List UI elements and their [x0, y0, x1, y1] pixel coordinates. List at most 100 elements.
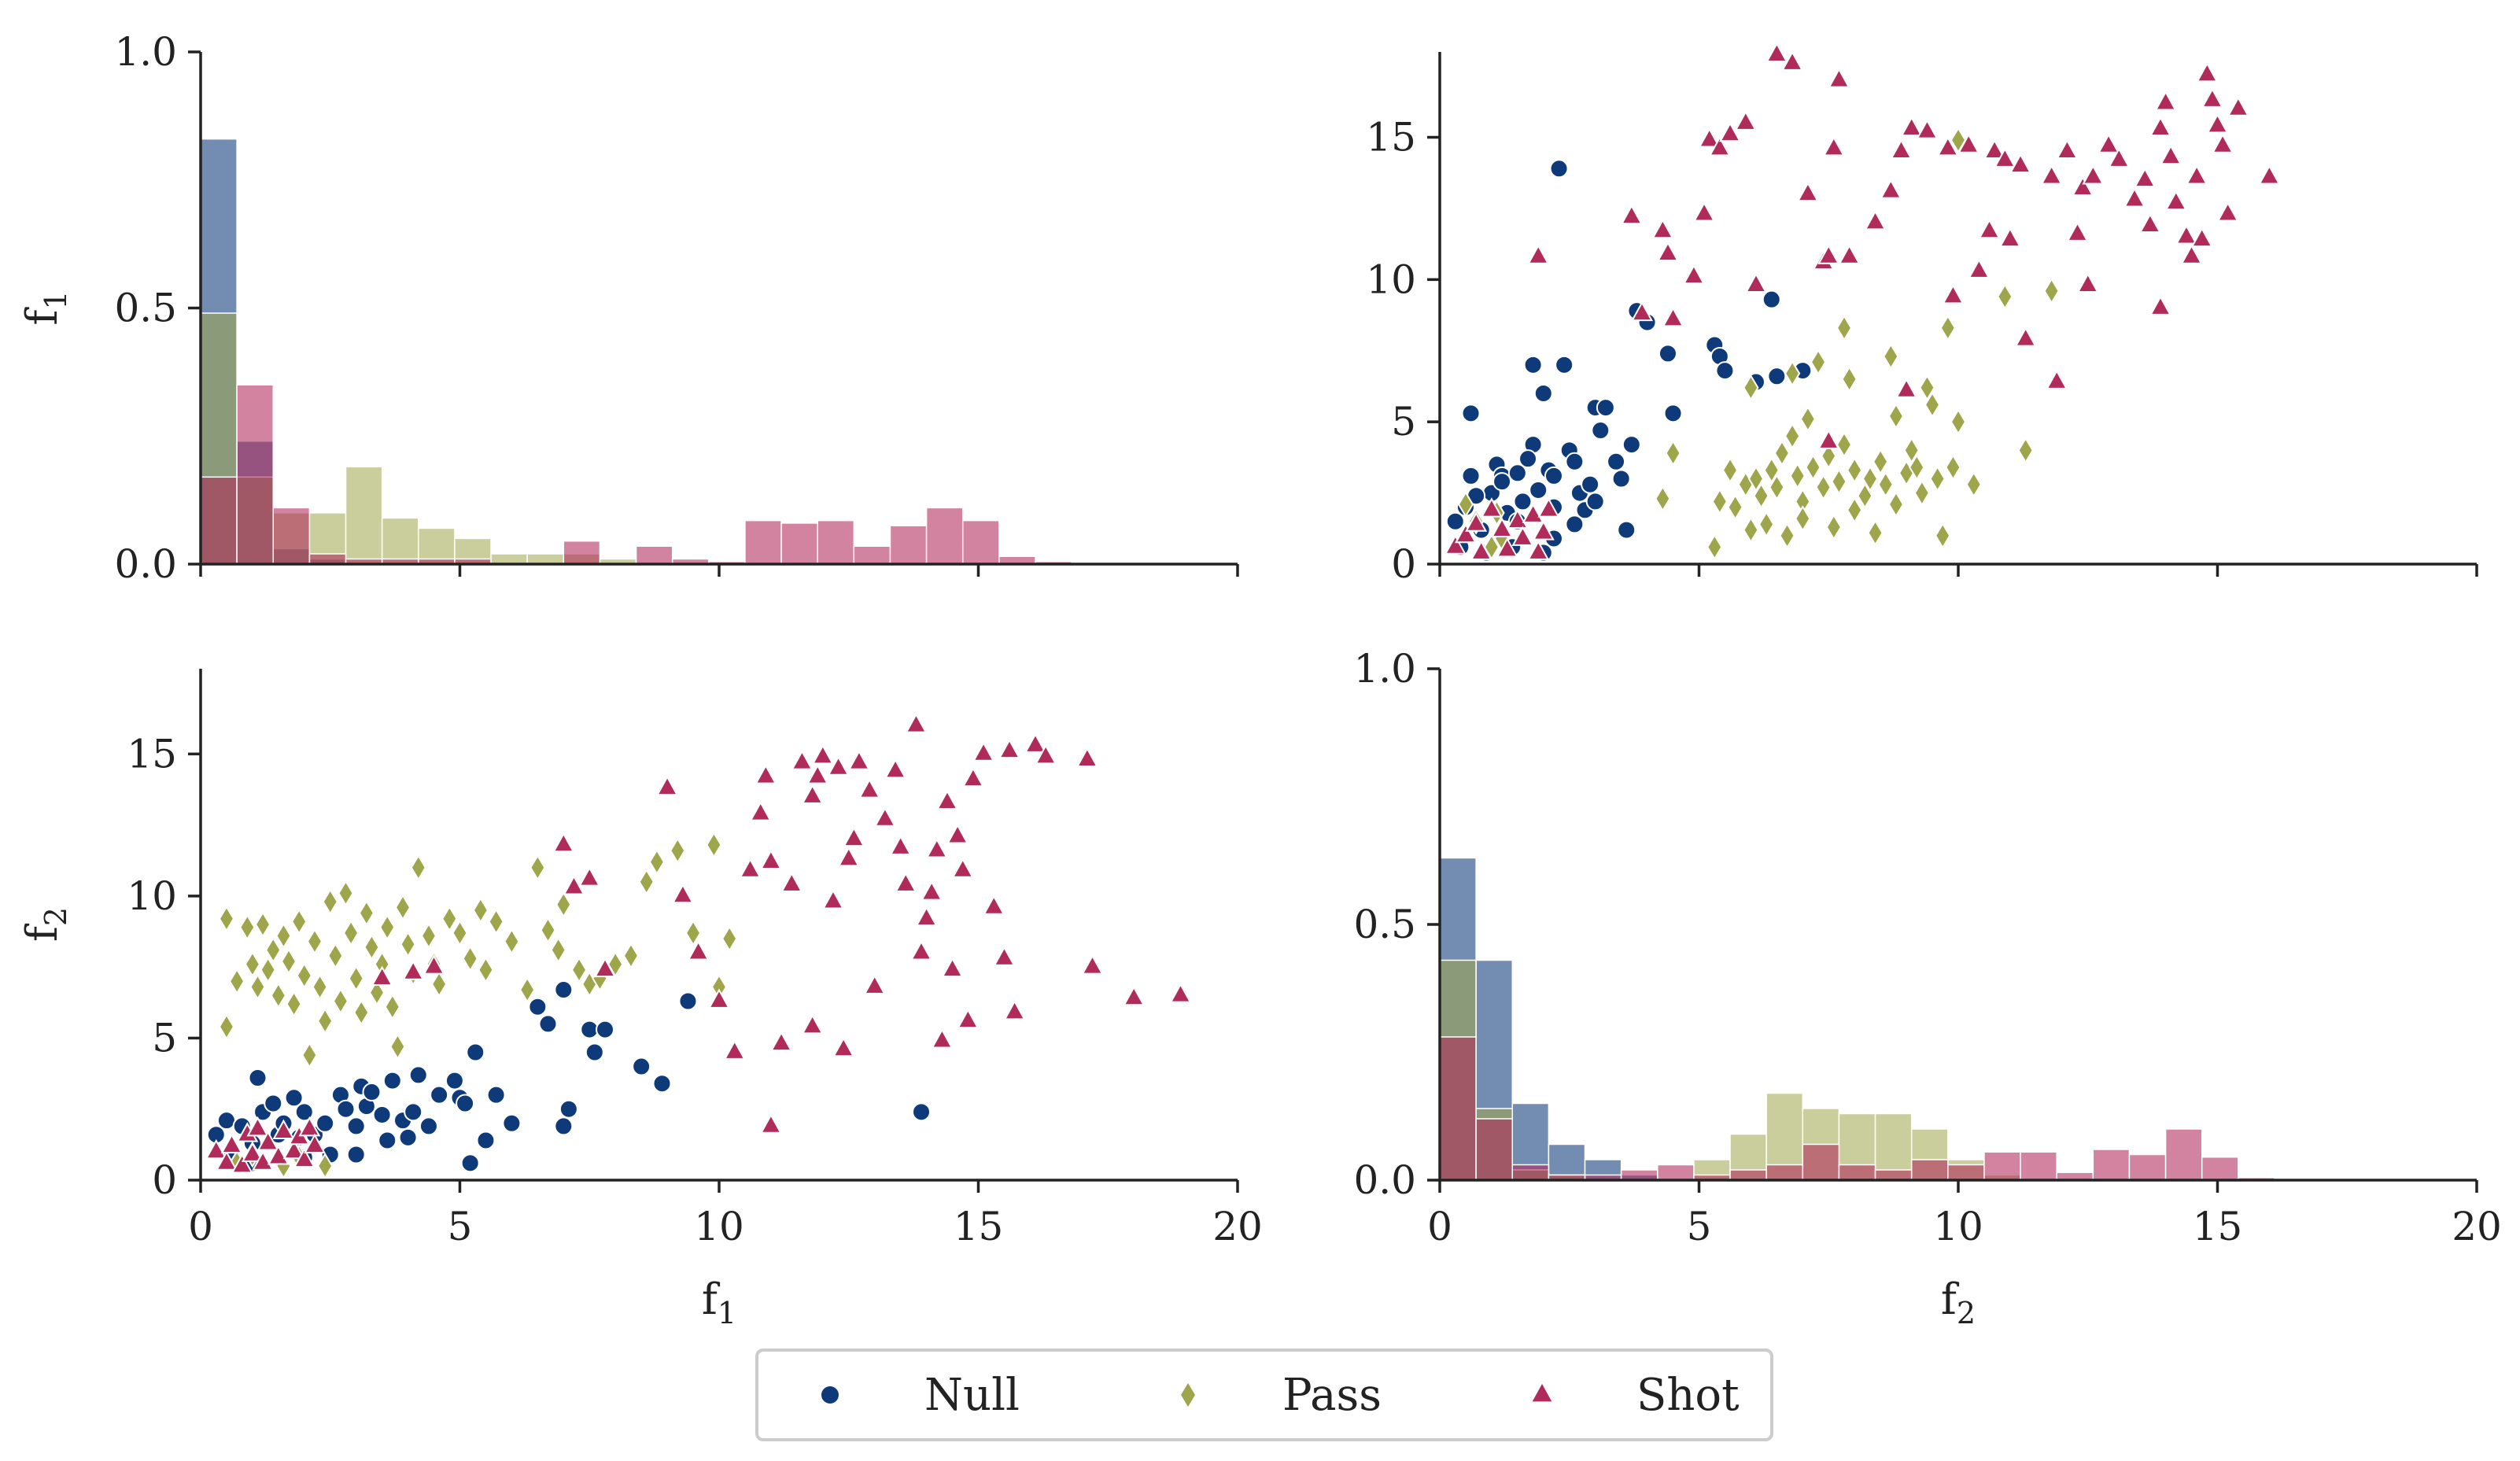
point-pass	[1805, 454, 1821, 481]
series-shot	[1444, 42, 2281, 560]
point-pass	[280, 948, 297, 975]
point-pass	[410, 854, 426, 881]
x-tick-label: 15	[2193, 1204, 2243, 1249]
point-null	[1544, 466, 1563, 485]
point-shot	[1656, 241, 1679, 262]
point-shot	[1817, 429, 1840, 449]
point-shot	[2014, 327, 2037, 347]
point-pass	[338, 880, 354, 907]
bar-shot	[925, 507, 964, 565]
point-shot	[2066, 221, 2089, 242]
point-shot	[563, 874, 585, 895]
point-shot	[1532, 520, 1555, 540]
point-null	[460, 1153, 480, 1173]
point-pass	[260, 956, 276, 983]
point-pass	[670, 837, 686, 865]
point-shot	[2175, 224, 2197, 245]
series-shot	[1439, 1036, 2275, 1181]
bar-shot	[1802, 1143, 1840, 1181]
bar-shot	[2092, 1149, 2131, 1181]
point-shot	[1895, 378, 1918, 398]
bar-pass	[381, 517, 419, 565]
point-shot	[1169, 983, 1192, 1003]
point-shot	[1744, 272, 1768, 293]
y-tick-label: 0.5	[114, 286, 177, 331]
point-shot	[2206, 113, 2229, 134]
point-shot	[282, 1138, 305, 1160]
point-pass	[648, 848, 666, 876]
point-shot	[749, 801, 772, 821]
point-pass	[1727, 493, 1743, 521]
bar-shot	[2128, 1153, 2167, 1181]
point-null	[294, 1102, 314, 1122]
x-tick-label: 5	[1687, 1204, 1712, 1249]
x-tick-label: 20	[2452, 1204, 2502, 1249]
point-null	[456, 1094, 475, 1113]
point-pass	[254, 911, 271, 938]
point-pass	[2043, 277, 2060, 304]
point-shot	[1682, 264, 1705, 285]
y-tick-label: 10	[1366, 256, 1416, 302]
point-pass	[1887, 491, 1905, 518]
point-pass	[301, 1042, 318, 1069]
point-pass	[306, 928, 323, 955]
point-pass	[1913, 479, 1931, 507]
panel-histogram-f1: 0.0 0.5 1.0 f1	[17, 29, 1239, 587]
point-pass	[504, 928, 520, 955]
point-pass	[1773, 440, 1791, 467]
y-tick-label: 1.0	[1353, 646, 1416, 692]
point-shot	[780, 872, 803, 892]
point-pass	[384, 993, 400, 1020]
y-axis-label: f1	[17, 290, 73, 325]
point-shot	[2216, 201, 2239, 222]
point-pass	[1924, 391, 1941, 419]
point-shot	[656, 775, 679, 796]
x-tick-label: 10	[1933, 1204, 1983, 1249]
point-shot	[951, 858, 974, 878]
point-pass	[540, 917, 556, 944]
point-shot	[1003, 999, 1026, 1020]
point-pass	[1655, 485, 1671, 512]
point-pass	[1747, 465, 1765, 493]
x-tick-label: 20	[1212, 1204, 1263, 1249]
point-pass	[1861, 465, 1879, 493]
point-null	[336, 1099, 356, 1119]
point-shot	[1880, 179, 1902, 199]
bar-shot	[1439, 1036, 1477, 1181]
point-pass	[327, 942, 344, 969]
point-null	[466, 1042, 485, 1062]
panel-scatter-top-right: 0 5 10 15	[1366, 42, 2478, 587]
point-pass	[638, 868, 655, 895]
point-shot	[1838, 244, 1861, 264]
point-null	[1461, 404, 1481, 423]
y-tick-label: 0	[1391, 541, 1416, 587]
point-shot	[884, 758, 907, 779]
legend-label-shot: Shot	[1636, 1370, 1740, 1421]
bar-shot	[889, 525, 928, 565]
point-pass	[394, 894, 411, 921]
point-shot	[837, 846, 860, 867]
point-shot	[1994, 147, 2016, 168]
point-shot	[801, 784, 824, 804]
point-shot	[2056, 138, 2079, 159]
y-tick-label: 0.0	[1353, 1157, 1416, 1203]
point-null	[1445, 511, 1465, 531]
series-shot	[200, 384, 1072, 565]
point-pass	[348, 965, 364, 992]
point-shot	[941, 957, 964, 978]
point-shot	[889, 835, 912, 855]
point-null	[1492, 472, 1512, 492]
point-null	[1767, 367, 1787, 386]
point-shot	[2149, 116, 2172, 137]
x-axis-label: f2	[1941, 1275, 1976, 1330]
point-pass	[1909, 454, 1925, 481]
point-null	[372, 1105, 392, 1124]
point-pass	[1821, 442, 1837, 470]
point-shot	[961, 766, 984, 788]
point-null	[1507, 463, 1527, 483]
point-pass	[452, 919, 468, 946]
point-shot	[2108, 147, 2131, 168]
point-null	[346, 1145, 366, 1164]
y-tick-label: 15	[1366, 115, 1416, 160]
point-shot	[256, 1130, 279, 1151]
